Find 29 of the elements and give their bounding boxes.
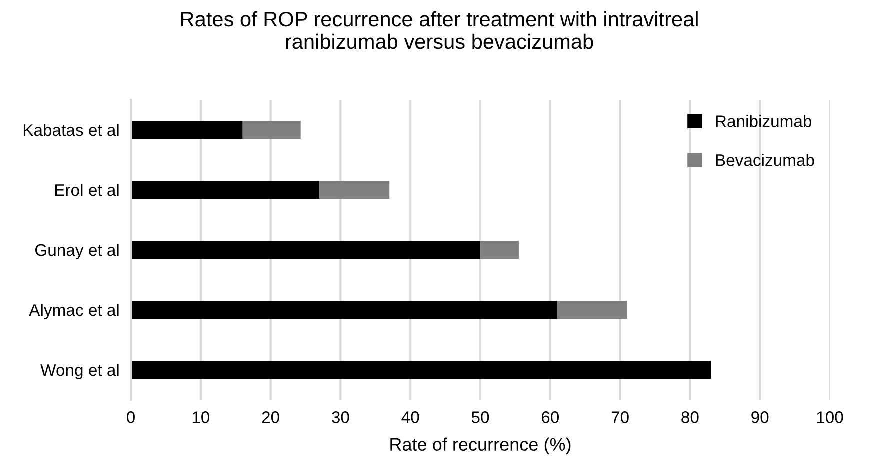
bar <box>131 301 558 319</box>
x-axis-title: Rate of recurrence (%) <box>390 438 571 455</box>
x-tick-label: 80 <box>682 412 699 424</box>
x-tick-label: 10 <box>192 412 210 424</box>
x-tick-label: 30 <box>332 412 350 424</box>
y-tick-label: Gunay et al <box>35 244 119 260</box>
x-tick-label: 20 <box>262 412 280 424</box>
x-tick-label: 40 <box>402 412 420 424</box>
x-tick-label: 0 <box>127 412 135 424</box>
x-tick-label: 60 <box>542 412 560 424</box>
bar <box>320 181 390 199</box>
x-tick-label: 50 <box>472 412 490 424</box>
bar <box>557 301 628 319</box>
bar <box>242 121 301 139</box>
y-tick-label: Kabatas et al <box>24 124 119 136</box>
chart-title: Rates of ROP recurrence after treatment with intravitreal ranibizumab versus bevacizumab <box>181 11 698 50</box>
legend-label: Ranibizumab <box>716 115 812 128</box>
bar <box>131 361 712 379</box>
y-tick-label: Alymac et al <box>29 304 119 320</box>
x-tick-label: 70 <box>612 412 629 424</box>
bar <box>131 121 243 139</box>
x-tick-label: 90 <box>752 412 769 424</box>
bar <box>131 241 480 259</box>
y-tick-label: Erol et al <box>55 184 119 196</box>
x-tick-label: 100 <box>817 412 844 424</box>
y-tick-label: Wong et al <box>40 364 119 380</box>
bar <box>480 241 519 259</box>
legend-label: Bevacizumab <box>716 154 814 166</box>
bar <box>131 181 320 199</box>
